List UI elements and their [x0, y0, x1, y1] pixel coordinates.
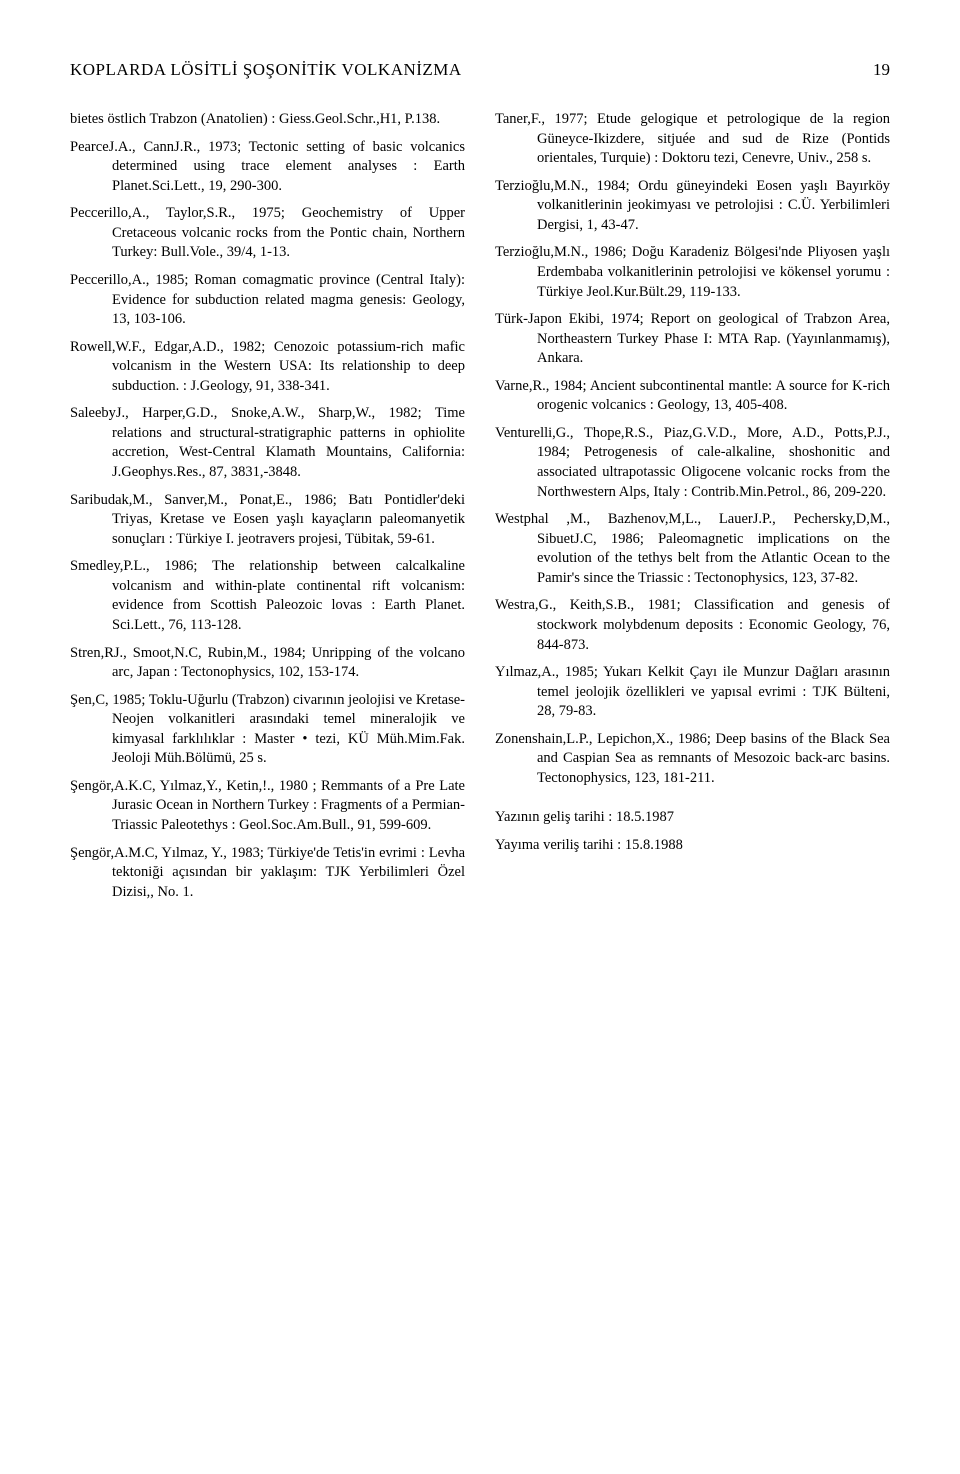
reference-entry: Rowell,W.F., Edgar,A.D., 1982; Cenozoic … [70, 338, 465, 397]
submission-date: Yazının geliş tarihi : 18.5.1987 [495, 808, 890, 828]
page-number: 19 [873, 60, 890, 80]
reference-entry: Peccerillo,A., 1985; Roman comagmatic pr… [70, 271, 465, 330]
reference-entry: PearceJ.A., CannJ.R., 1973; Tectonic set… [70, 138, 465, 197]
reference-entry: Westphal ,M., Bazhenov,M,L., LauerJ.P., … [495, 510, 890, 588]
reference-entry: Türk-Japon Ekibi, 1974; Report on geolog… [495, 310, 890, 369]
reference-entry: Saribudak,M., Sanver,M., Ponat,E., 1986;… [70, 491, 465, 550]
running-title: KOPLARDA LÖSİTLİ ŞOŞONİTİK VOLKANİZMA [70, 60, 462, 80]
reference-entry: Şen,C, 1985; Toklu-Uğurlu (Trabzon) civa… [70, 691, 465, 769]
reference-entry: Venturelli,G., Thope,R.S., Piaz,G.V.D., … [495, 424, 890, 502]
reference-entry: Şengör,A.K.C, Yılmaz,Y., Ketin,!., 1980 … [70, 777, 465, 836]
reference-entry: Terzioğlu,M.N., 1984; Ordu güneyindeki E… [495, 177, 890, 236]
right-column: Taner,F., 1977; Etude gelogique et petro… [495, 110, 890, 910]
reference-entry: Şengör,A.M.C, Yılmaz, Y., 1983; Türkiye'… [70, 844, 465, 903]
publication-date: Yayıma veriliş tarihi : 15.8.1988 [495, 836, 890, 856]
reference-entry: Peccerillo,A., Taylor,S.R., 1975; Geoche… [70, 204, 465, 263]
closing-dates: Yazının geliş tarihi : 18.5.1987 Yayıma … [495, 808, 890, 855]
reference-entry: Yılmaz,A., 1985; Yukarı Kelkit Çayı ile … [495, 663, 890, 722]
reference-entry: SaleebyJ., Harper,G.D., Snoke,A.W., Shar… [70, 404, 465, 482]
reference-entry: Zonenshain,L.P., Lepichon,X., 1986; Deep… [495, 730, 890, 789]
reference-entry: Smedley,P.L., 1986; The relationship bet… [70, 557, 465, 635]
reference-entry: bietes östlich Trabzon (Anatolien) : Gie… [70, 110, 465, 130]
reference-entry: Terzioğlu,M.N., 1986; Doğu Karadeniz Böl… [495, 243, 890, 302]
reference-entry: Stren,RJ., Smoot,N.C, Rubin,M., 1984; Un… [70, 644, 465, 683]
reference-entry: Westra,G., Keith,S.B., 1981; Classificat… [495, 596, 890, 655]
reference-entry: Varne,R., 1984; Ancient subcontinental m… [495, 377, 890, 416]
left-column: bietes östlich Trabzon (Anatolien) : Gie… [70, 110, 465, 910]
reference-entry: Taner,F., 1977; Etude gelogique et petro… [495, 110, 890, 169]
